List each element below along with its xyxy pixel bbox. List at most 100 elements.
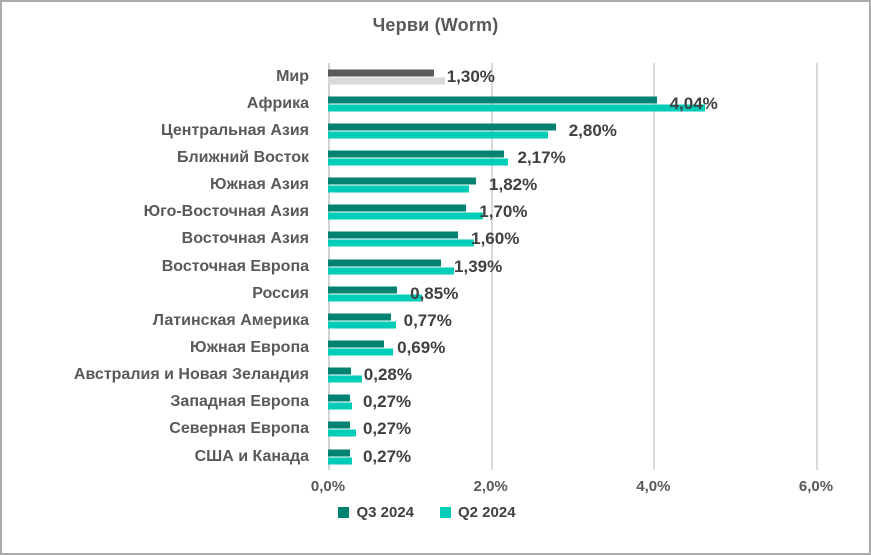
bar-q3-2024 — [328, 313, 391, 321]
legend-swatch-icon — [338, 507, 350, 518]
bar-pair — [328, 394, 352, 410]
data-label: 0,77% — [403, 310, 452, 330]
category-label: Восточная Европа — [161, 257, 309, 275]
bar-q3-2024 — [328, 69, 434, 77]
category-label: Южная Азия — [209, 176, 309, 194]
bar-q3-2024 — [328, 449, 350, 457]
bar-q2-2024 — [328, 375, 363, 383]
bar-pair — [328, 449, 352, 465]
data-label: 1,30% — [446, 66, 495, 86]
bar-q2-2024 — [328, 185, 469, 193]
bar-q2-2024 — [328, 429, 356, 437]
category-label: Россия — [252, 284, 309, 302]
bar-pair — [328, 123, 556, 139]
category-row: Центральная Азия 2,80% — [2, 117, 869, 144]
data-label: 4,04% — [669, 93, 718, 113]
bar-q2-2024 — [328, 104, 706, 112]
bar-q2-2024 — [328, 212, 484, 220]
category-label: США и Канада — [194, 447, 309, 465]
bar-pair — [328, 69, 446, 85]
bar-q3-2024 — [328, 286, 398, 294]
plot-gridlines — [2, 63, 869, 470]
category-label: Мир — [276, 67, 309, 85]
bar-pair — [328, 259, 455, 275]
category-row: Юго-Восточная Азия 1,70% — [2, 199, 869, 226]
category-label: Латинская Америка — [152, 311, 309, 329]
data-label: 0,69% — [397, 337, 446, 357]
data-label: 0,27% — [362, 419, 412, 439]
category-label: Австралия и Новая Зеландия — [73, 366, 309, 384]
bar-q2-2024 — [328, 457, 352, 465]
bar-q3-2024 — [328, 96, 657, 104]
category-label: Западная Европа — [170, 393, 309, 411]
bar-q2-2024 — [328, 321, 397, 329]
category-row: Южная Европа 0,69% — [2, 334, 869, 361]
bar-pair — [328, 340, 394, 356]
bar-q3-2024 — [328, 150, 505, 158]
data-label: 0,27% — [362, 446, 412, 466]
plot-area: Мир 1,30% Африка 4,04% Центральная Азия 2,80%… — [2, 63, 869, 470]
category-row: США и Канада 0,27% — [2, 443, 869, 470]
gridline — [490, 63, 493, 470]
x-axis-tick-label: 2,0% — [473, 478, 508, 495]
category-label: Африка — [246, 94, 309, 112]
category-row: Ближний Восток 2,17% — [2, 144, 869, 171]
data-label: 1,82% — [489, 175, 538, 195]
category-row: Латинская Америка 0,77% — [2, 307, 869, 334]
data-label: 1,39% — [454, 256, 503, 276]
category-label: Ближний Восток — [176, 148, 309, 166]
category-row: Восточная Европа 1,39% — [2, 253, 869, 280]
category-row: Западная Европа 0,27% — [2, 389, 869, 416]
gridline — [816, 63, 818, 470]
bar-q2-2024 — [328, 158, 508, 166]
category-label: Юго-Восточная Азия — [143, 203, 309, 221]
bar-pair — [328, 150, 508, 166]
data-label: 1,60% — [471, 229, 520, 249]
category-row: Австралия и Новая Зеландия 0,28% — [2, 362, 869, 389]
bar-q2-2024 — [328, 402, 352, 410]
x-axis: 0,0% 2,0% 4,0% 6,0% — [2, 478, 869, 498]
data-label: 2,17% — [517, 147, 566, 167]
bar-q2-2024 — [328, 77, 446, 85]
data-label: 0,28% — [363, 365, 412, 385]
bar-q3-2024 — [328, 367, 351, 375]
bar-q3-2024 — [328, 177, 477, 185]
bar-q3-2024 — [328, 259, 442, 267]
bar-pair — [328, 421, 356, 437]
category-label: Северная Европа — [169, 420, 309, 438]
bar-pair — [328, 286, 422, 302]
category-row: Южная Азия 1,82% — [2, 172, 869, 199]
bar-pair — [328, 204, 484, 220]
x-axis-tick-label: 4,0% — [636, 478, 671, 495]
data-label: 0,85% — [410, 283, 459, 303]
category-row: Северная Европа 0,27% — [2, 416, 869, 443]
gridline — [653, 63, 656, 470]
bar-q3-2024 — [328, 231, 459, 239]
data-label: 2,80% — [568, 120, 617, 140]
category-row: Восточная Азия 1,60% — [2, 226, 869, 253]
x-axis-tick-label: 0,0% — [310, 478, 346, 495]
value-axis-line — [328, 63, 330, 470]
legend: Q3 2024 Q2 2024 — [2, 504, 852, 521]
x-axis-tick-label: 6,0% — [798, 478, 834, 495]
bar-q3-2024 — [328, 340, 385, 348]
bar-q2-2024 — [328, 239, 475, 247]
data-label: 1,70% — [479, 202, 528, 222]
category-row: Мир 1,30% — [2, 63, 869, 90]
bar-pair — [328, 96, 706, 112]
category-label: Южная Европа — [190, 338, 309, 356]
legend-label: Q3 2024 — [356, 504, 414, 521]
data-label: 0,27% — [362, 392, 412, 412]
bar-pair — [328, 313, 397, 329]
legend-item: Q3 2024 — [338, 504, 414, 521]
bar-pair — [328, 177, 477, 193]
bar-q2-2024 — [328, 131, 549, 139]
bar-q2-2024 — [328, 294, 422, 302]
legend-label: Q2 2024 — [458, 504, 516, 521]
category-row: Россия 0,85% — [2, 280, 869, 307]
legend-swatch-icon — [440, 507, 451, 518]
bar-q3-2024 — [328, 394, 350, 402]
bar-q2-2024 — [328, 348, 394, 356]
bar-pair — [328, 367, 363, 383]
